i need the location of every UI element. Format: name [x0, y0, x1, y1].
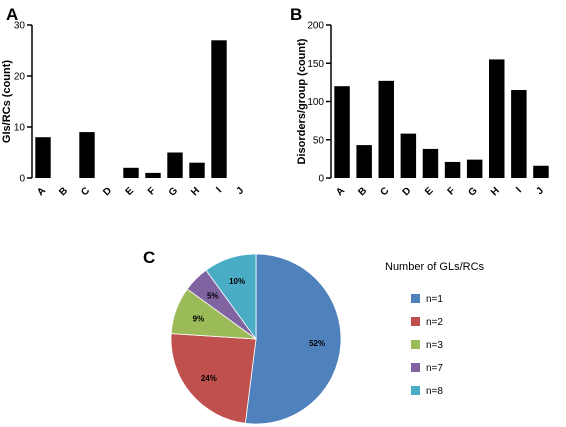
panel-label-a: A — [6, 5, 18, 24]
x-tick-label: B — [356, 185, 369, 198]
bar-h — [189, 162, 205, 178]
y-tick-label: 10 — [14, 123, 26, 134]
x-tick-label: I — [514, 185, 524, 195]
bar-i — [211, 40, 227, 178]
legend-swatch — [411, 363, 420, 372]
legend-label: n=1 — [426, 294, 443, 305]
y-tick-label: 20 — [14, 72, 26, 83]
pie-percent-label: 24% — [201, 374, 217, 383]
bar-a — [334, 86, 350, 178]
x-tick-label: F — [446, 185, 458, 197]
y-tick-label: 0 — [19, 174, 25, 185]
bar-h — [489, 59, 505, 178]
x-tick-label: E — [423, 185, 436, 198]
x-tick-label: H — [189, 185, 202, 198]
bar-a — [35, 137, 51, 178]
x-tick-label: E — [124, 185, 137, 198]
legend-label: n=7 — [426, 363, 443, 374]
legend-swatch — [411, 317, 420, 326]
x-tick-label: A — [334, 185, 347, 198]
bar-g — [167, 152, 183, 178]
x-tick-label: D — [401, 185, 414, 198]
pie-legend: n=1 n=2 n=3 n=7 n=8 — [411, 294, 443, 397]
y-axis-label: GIs/RCs (count) — [1, 60, 13, 143]
pie-chart-c: 52% 24% 9% 5% 10% — [170, 253, 342, 425]
legend-label: n=2 — [426, 317, 443, 328]
pie-percent-label: 5% — [207, 292, 219, 301]
panel-label-b: B — [290, 5, 302, 24]
bar-d — [400, 133, 417, 178]
bar-e — [123, 167, 139, 178]
pie-percent-label: 9% — [193, 314, 205, 323]
pie-percent-label: 10% — [229, 277, 245, 286]
pie-slice-n1 — [244, 253, 342, 425]
bar-f — [145, 172, 161, 178]
bar-f — [444, 161, 461, 178]
legend-swatch — [411, 340, 420, 349]
pie-slice-n8 — [205, 253, 257, 341]
legend-title: Number of GLs/RCs — [385, 261, 485, 273]
y-tick-label: 100 — [307, 97, 324, 108]
legend-label: n=3 — [426, 340, 443, 351]
x-tick-label: C — [79, 185, 92, 198]
x-tick-label: H — [489, 185, 502, 198]
y-tick-label: 200 — [307, 21, 324, 32]
bar-g — [466, 159, 483, 178]
x-tick-label: G — [466, 185, 479, 198]
bar-e — [422, 148, 439, 178]
y-axis-label: Disorders/group (count) — [296, 38, 308, 164]
bar-b — [356, 145, 372, 178]
bar-chart-a: 0 10 20 30 A B C D E F G H I J GIs/RCs (count) — [1, 21, 246, 199]
x-tick-label: J — [534, 185, 546, 197]
bar-j — [533, 165, 549, 178]
legend-label: n=8 — [426, 386, 443, 397]
x-tick-label: G — [167, 185, 180, 198]
y-tick-label: 150 — [307, 59, 324, 70]
y-tick-label: 30 — [14, 21, 26, 32]
y-tick-label: 50 — [313, 135, 325, 146]
bar-c — [378, 80, 394, 178]
bar-chart-b: 0 50 100 150 200 A B C D E F G H I J Disorders/group (c… — [296, 21, 549, 199]
pie-slice-n2 — [170, 333, 257, 424]
x-tick-label: D — [101, 185, 114, 198]
legend-swatch — [411, 294, 420, 303]
x-tick-label: B — [57, 185, 70, 198]
panel-label-c: C — [143, 248, 155, 267]
x-tick-label: C — [378, 185, 391, 198]
x-tick-label: F — [146, 185, 158, 197]
x-tick-label: I — [214, 185, 224, 195]
x-tick-label: J — [234, 185, 246, 197]
y-tick-label: 0 — [318, 174, 324, 185]
pie-percent-label: 52% — [309, 339, 325, 348]
bar-i — [511, 90, 527, 178]
bar-c — [79, 132, 95, 178]
legend-swatch — [411, 386, 420, 395]
x-tick-label: A — [35, 185, 48, 198]
